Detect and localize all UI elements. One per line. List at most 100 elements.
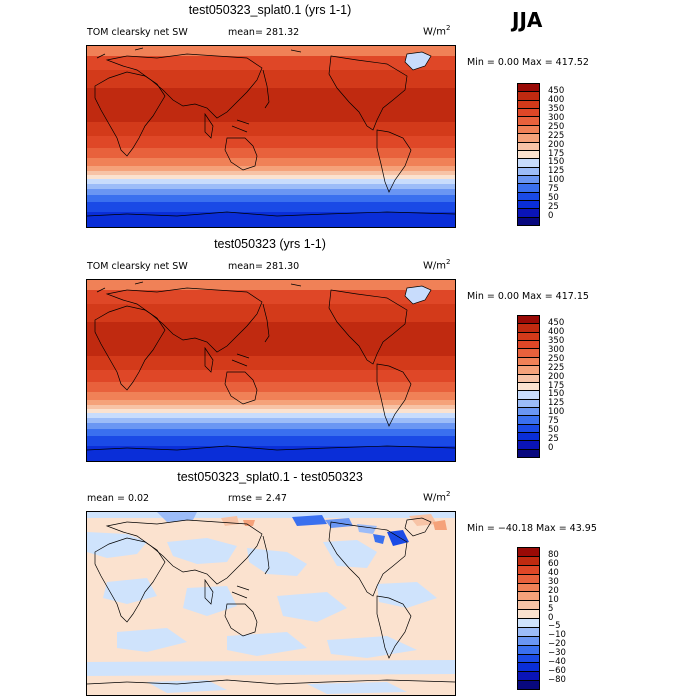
colorbar-tick-label: 50: [548, 425, 559, 436]
colorbar-swatch: [518, 654, 539, 664]
colorbar-swatch: [518, 201, 539, 210]
panel-2-mean: mean= 281.30: [228, 261, 300, 272]
colorbar-swatch: [518, 441, 539, 450]
colorbar-tick-label: 5: [548, 603, 554, 614]
colorbar-swatch: [518, 592, 539, 602]
panel-2-title: test050323 (yrs 1-1): [214, 237, 326, 251]
colorbar-swatch: [518, 184, 539, 193]
colorbar-swatch: [518, 449, 539, 458]
season-label: JJA: [512, 8, 543, 32]
colorbar-swatch: [518, 341, 539, 350]
colorbar-tick-label: 10: [548, 594, 559, 605]
colorbar-tick-label: 150: [548, 389, 565, 400]
colorbar-swatch: [518, 324, 539, 333]
panel-1-variable: TOM clearsky net SW: [87, 27, 188, 38]
colorbar-tick-label: 50: [548, 193, 559, 204]
panel-1-title: test050323_splat0.1 (yrs 1-1): [188, 3, 352, 17]
panel-3-rmse: rmse = 2.47: [228, 493, 287, 504]
colorbar-swatch: [518, 663, 539, 673]
colorbar-swatch: [518, 150, 539, 160]
colorbar-swatch: [518, 681, 539, 689]
colorbar-tick-label: −20: [548, 639, 566, 650]
colorbar-tick-label: 75: [548, 184, 559, 195]
colorbar-swatch: [518, 349, 539, 358]
panel-3-map-plot: [87, 512, 455, 695]
colorbar-swatch: [518, 366, 539, 375]
panel-3-minmax: Min = −40.18 Max = 43.95: [467, 523, 597, 534]
colorbar-tick-label: 250: [548, 121, 565, 132]
colorbar-tick-label: 0: [548, 211, 554, 222]
panel-1-minmax: Min = 0.00 Max = 417.52: [467, 57, 589, 68]
panel-2-colorbar-ticks: 450 400 350 300 250 225 200 175 150 125 100 75 50 25 0: [548, 315, 588, 458]
panel-1-units: W/m2: [423, 24, 451, 38]
colorbar-tick-label: −5: [548, 621, 561, 632]
colorbar-tick-label: 100: [548, 175, 565, 186]
panel-3-map: [86, 511, 456, 696]
panel-3-title: test050323_splat0.1 - test050323: [177, 470, 363, 484]
colorbar-tick-label: 300: [548, 344, 565, 355]
colorbar-tick-label: 200: [548, 139, 565, 150]
colorbar-tick-label: −80: [548, 675, 566, 686]
colorbar-swatch: [518, 316, 539, 325]
colorbar-tick-label: 60: [548, 558, 559, 569]
colorbar-swatch: [518, 610, 539, 619]
colorbar-swatch: [518, 142, 539, 151]
colorbar-swatch: [518, 407, 539, 417]
colorbar-swatch: [518, 627, 539, 637]
colorbar-tick-label: 25: [548, 202, 559, 213]
colorbar-tick-label: 125: [548, 166, 565, 177]
colorbar-swatch: [518, 548, 539, 557]
colorbar-swatch: [518, 357, 539, 367]
colorbar-tick-label: −10: [548, 630, 566, 641]
panel-3-colorbar-ticks: 80 60 40 30 20 10 5 0 −5 −10 −20 −30 −40 −60 −80: [548, 547, 588, 690]
colorbar-swatch: [518, 399, 539, 408]
colorbar-tick-label: 250: [548, 353, 565, 364]
colorbar-tick-label: 0: [548, 612, 554, 623]
colorbar-swatch: [518, 84, 539, 93]
colorbar-tick-label: 80: [548, 549, 559, 560]
colorbar-tick-label: 25: [548, 434, 559, 445]
panel-3-units: W/m2: [423, 490, 451, 504]
panel-1-map: [86, 45, 456, 228]
panel-1-map-plot: [87, 46, 455, 227]
colorbar-swatch: [518, 134, 539, 143]
panel-2-units: W/m2: [423, 258, 451, 272]
colorbar-swatch: [518, 159, 539, 168]
colorbar-tick-label: 125: [548, 398, 565, 409]
colorbar-swatch: [518, 416, 539, 425]
panel-1-colorbar-ticks: 450 400 350 300 250 225 200 175 150 125 100 75 50 25 0: [548, 83, 588, 226]
colorbar-swatch: [518, 391, 539, 400]
panel-2-map-plot: [87, 280, 455, 461]
colorbar-swatch: [518, 92, 539, 101]
colorbar-swatch: [518, 583, 539, 593]
colorbar-tick-label: 0: [548, 443, 554, 454]
colorbar-tick-label: 40: [548, 567, 559, 578]
colorbar-swatch: [518, 167, 539, 176]
panel-2-minmax: Min = 0.00 Max = 417.15: [467, 291, 589, 302]
colorbar-swatch: [518, 672, 539, 682]
colorbar-swatch: [518, 332, 539, 342]
colorbar-tick-label: 300: [548, 112, 565, 123]
panel-3-colorbar: [517, 547, 540, 690]
colorbar-tick-label: −60: [548, 666, 566, 677]
colorbar-tick-label: 20: [548, 585, 559, 596]
panel-2-variable: TOM clearsky net SW: [87, 261, 188, 272]
colorbar-swatch: [518, 619, 539, 628]
colorbar-tick-label: 100: [548, 407, 565, 418]
panel-2-map: [86, 279, 456, 462]
colorbar-swatch: [518, 109, 539, 118]
panel-1-mean: mean= 281.32: [228, 27, 300, 38]
colorbar-tick-label: 200: [548, 371, 565, 382]
panel-3-mean: mean = 0.02: [87, 493, 150, 504]
colorbar-tick-label: 225: [548, 130, 565, 141]
colorbar-swatch: [518, 636, 539, 646]
colorbar-tick-label: 175: [548, 380, 565, 391]
panel-2-colorbar: [517, 315, 540, 458]
colorbar-swatch: [518, 192, 539, 202]
colorbar-tick-label: 400: [548, 326, 565, 337]
colorbar-swatch: [518, 424, 539, 434]
colorbar-tick-label: −30: [548, 648, 566, 659]
colorbar-tick-label: −40: [548, 657, 566, 668]
colorbar-swatch: [518, 565, 539, 575]
colorbar-tick-label: 350: [548, 335, 565, 346]
